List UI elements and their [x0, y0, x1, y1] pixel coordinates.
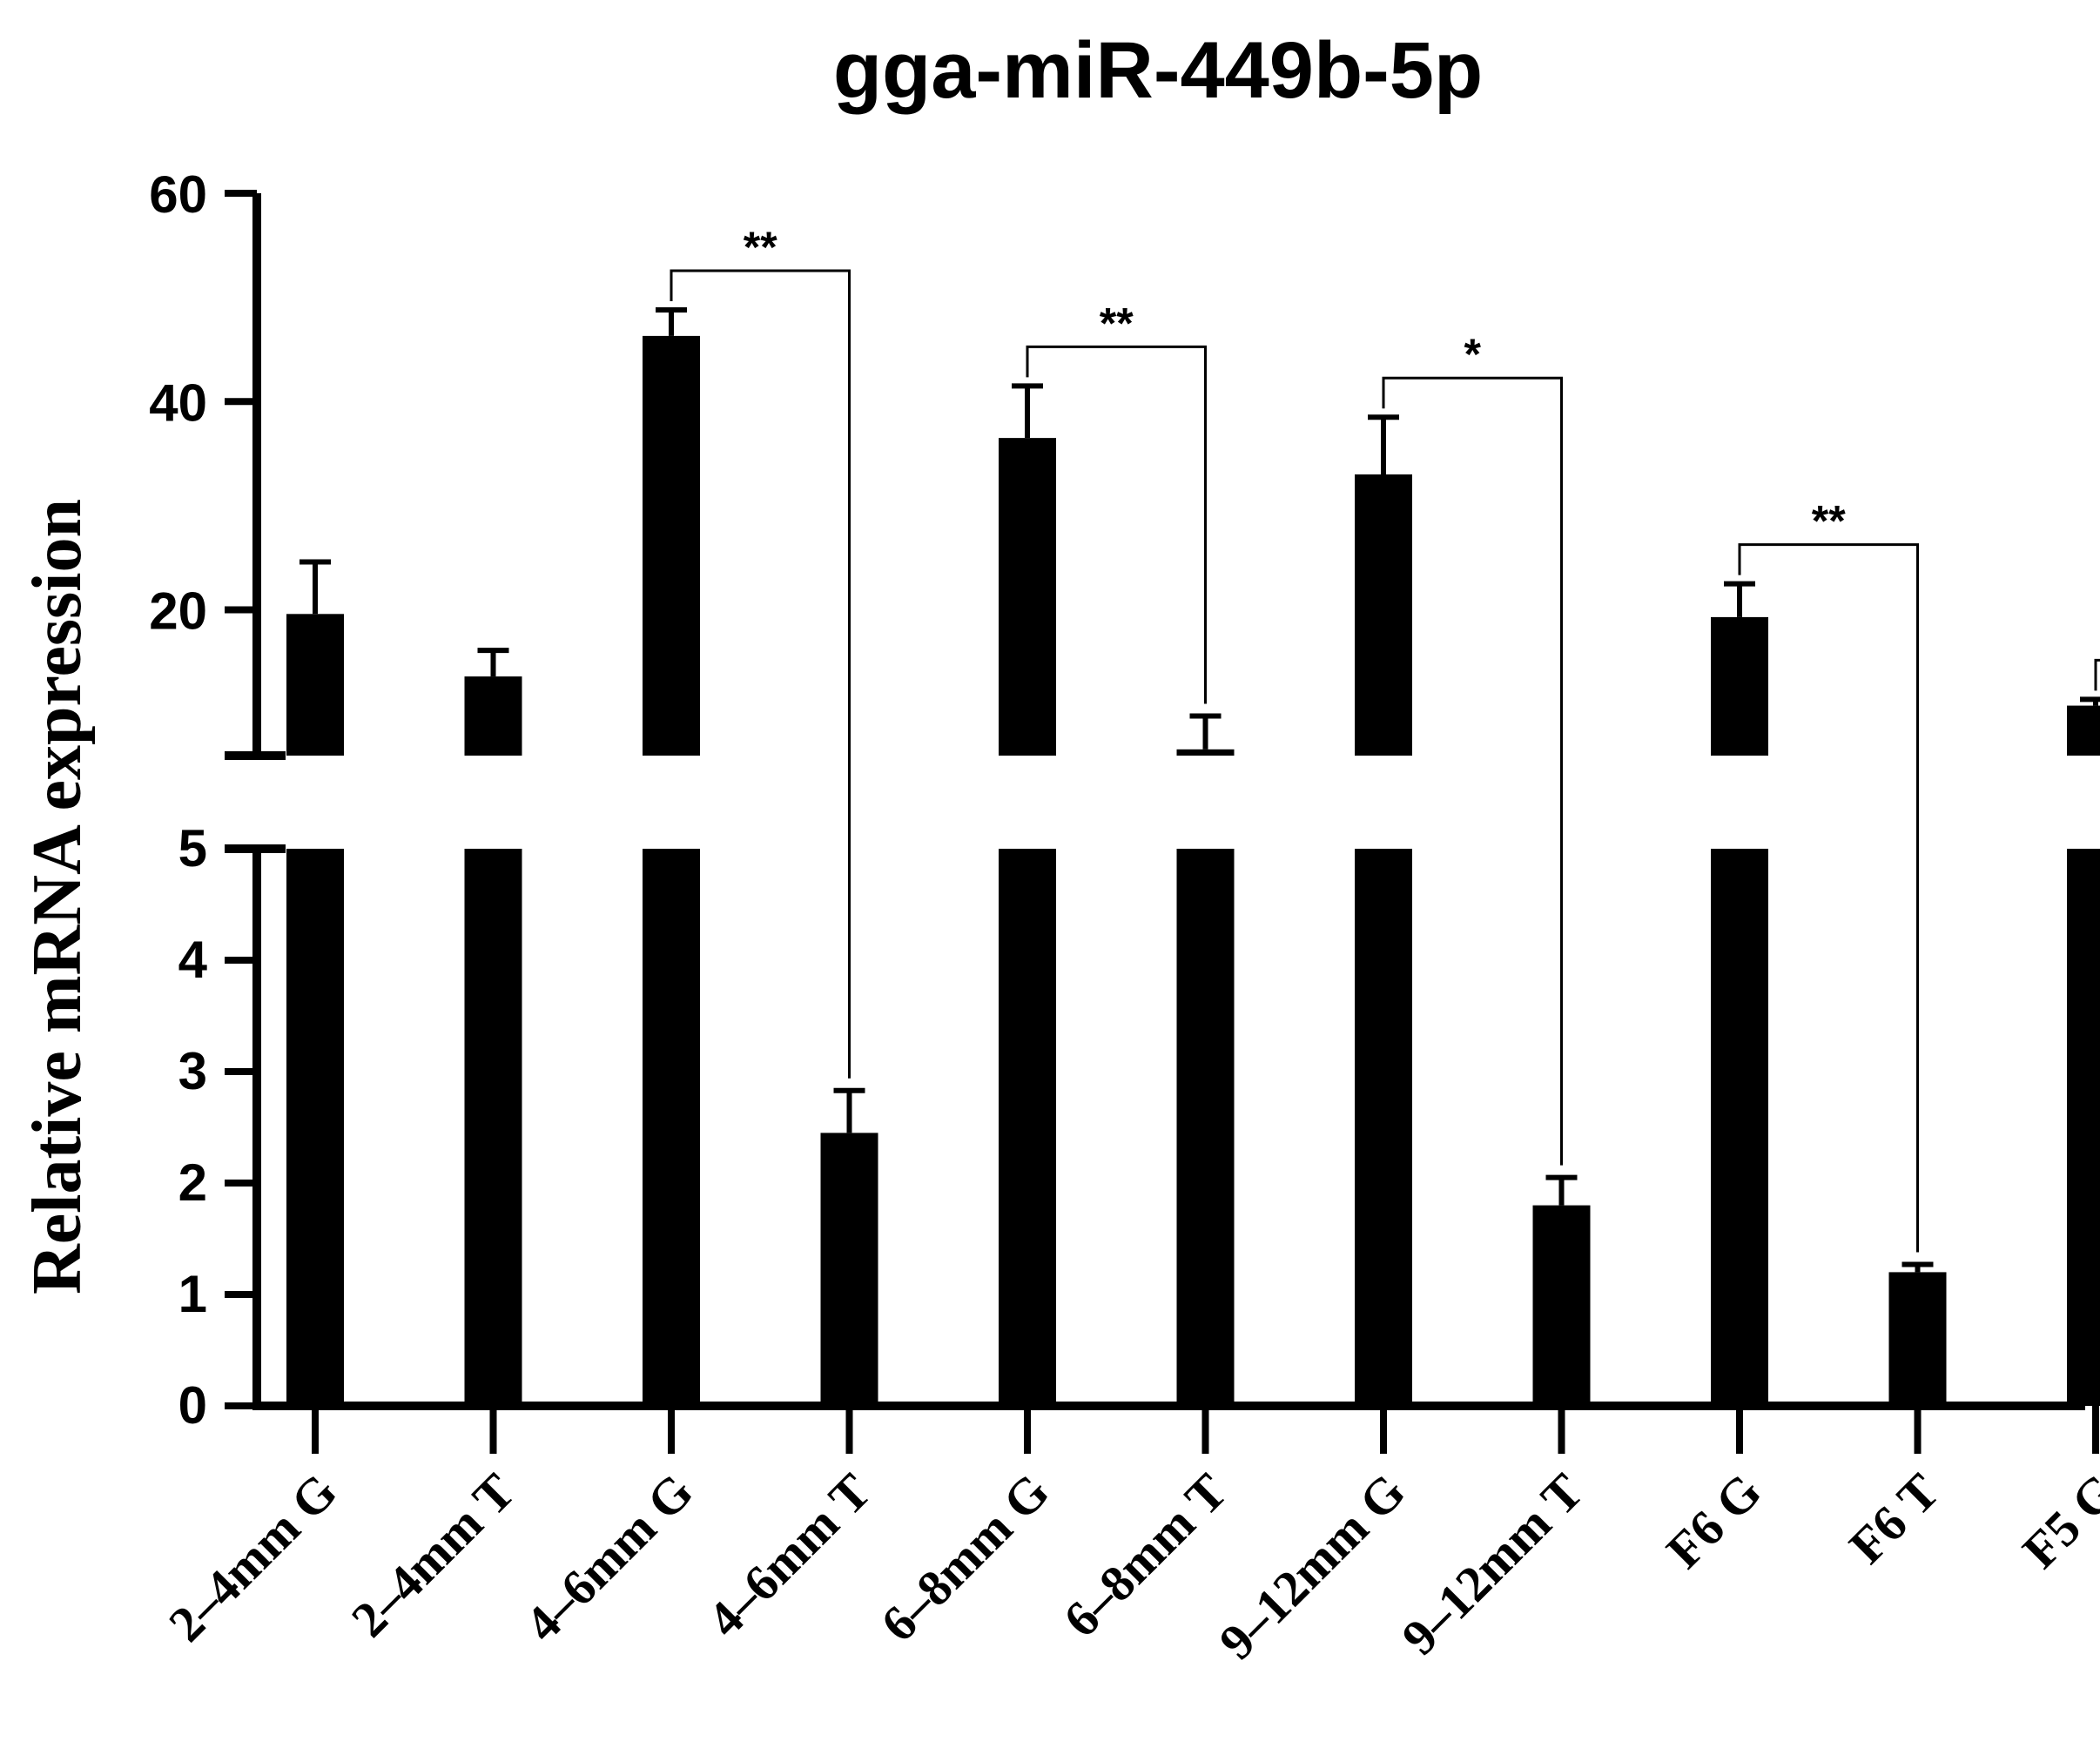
significance-label-4: ** [1812, 497, 1846, 546]
bar-6-8mm-t-lower [1176, 849, 1235, 1406]
x-tick-label-9-12mm-g: 9–12mm G [1208, 1462, 1416, 1670]
x-tick-label-2-4mm-g: 2–4mm G [158, 1462, 347, 1652]
significance-bracket-1 [670, 269, 851, 1079]
bar-f6-g-lower [1711, 849, 1768, 1406]
x-tick-label-4-6mm-g: 4–6mm G [514, 1462, 703, 1652]
bar-f6-g-upper [1711, 616, 1768, 756]
bar-6-8mm-g-upper [999, 438, 1056, 756]
y-tick-label-60: 60 [149, 165, 207, 224]
y-tick-label-0: 0 [178, 1376, 207, 1435]
bar-9-12mm-t [1532, 1205, 1591, 1406]
bar-f6-t [1888, 1272, 1947, 1406]
x-tick-label-f6-g: F6 G [1656, 1462, 1773, 1579]
y-tick-label-1: 1 [178, 1265, 207, 1323]
significance-label-1: ** [744, 223, 777, 272]
bar-4-6mm-t [820, 1133, 878, 1406]
x-tick-label-9-12mm-t: 9–12mm T [1391, 1462, 1594, 1665]
x-tick-label-6-8mm-t: 6–8mm T [1053, 1462, 1238, 1648]
significance-bracket-3 [1382, 376, 1563, 1166]
bar-f5-g-upper [2067, 705, 2100, 756]
bar-4-6mm-g-upper [643, 335, 700, 756]
significance-bracket-5 [2094, 658, 2100, 691]
y-tick-label-40: 40 [149, 373, 207, 432]
bar-9-12mm-g-lower [1355, 849, 1412, 1406]
x-tick-label-f6-t: F6 T [1838, 1462, 1949, 1574]
bar-2-4mm-t-upper [464, 676, 522, 756]
y-tick-label-3: 3 [178, 1042, 207, 1100]
bar-f5-g-lower [2067, 849, 2100, 1406]
significance-layer: ************* [670, 223, 2100, 1253]
y-tick-label-5: 5 [178, 819, 207, 877]
bar-4-6mm-g-lower [643, 849, 700, 1406]
chart-title: gga-miR-449b-5p [833, 26, 1483, 115]
bars-layer [286, 306, 2100, 1406]
significance-label-2: ** [1100, 299, 1134, 347]
significance-bracket-2 [1026, 345, 1207, 704]
bar-6-8mm-g-lower [999, 849, 1056, 1406]
bar-2-4mm-g-upper [286, 614, 344, 756]
y-tick-label-4: 4 [178, 931, 208, 989]
y-tick-label-2: 2 [178, 1153, 207, 1212]
x-tick-label-6-8mm-g: 6–8mm G [870, 1462, 1060, 1652]
y-axis-label: Relative mRNA expression [19, 499, 96, 1294]
bar-2-4mm-t-lower [464, 849, 522, 1406]
bar-9-12mm-g-upper [1355, 474, 1412, 756]
significance-label-3: * [1464, 330, 1482, 379]
axes-layer: 0 1 2 3 4 5 20 40 60 2–4mm G2–4mm T4–6mm G4–6mm T… [149, 165, 2100, 1671]
x-tick-label-2-4mm-t: 2–4mm T [340, 1462, 526, 1648]
bar-6-8mm-t-upper [1176, 749, 1235, 756]
bar-2-4mm-g-lower [286, 849, 344, 1406]
y-tick-label-20: 20 [149, 582, 207, 641]
significance-bracket-4 [1738, 543, 1919, 1253]
x-tick-label-4-6mm-t: 4–6mm T [697, 1462, 882, 1648]
x-tick-label-f5-g: F5 G [2012, 1462, 2100, 1579]
